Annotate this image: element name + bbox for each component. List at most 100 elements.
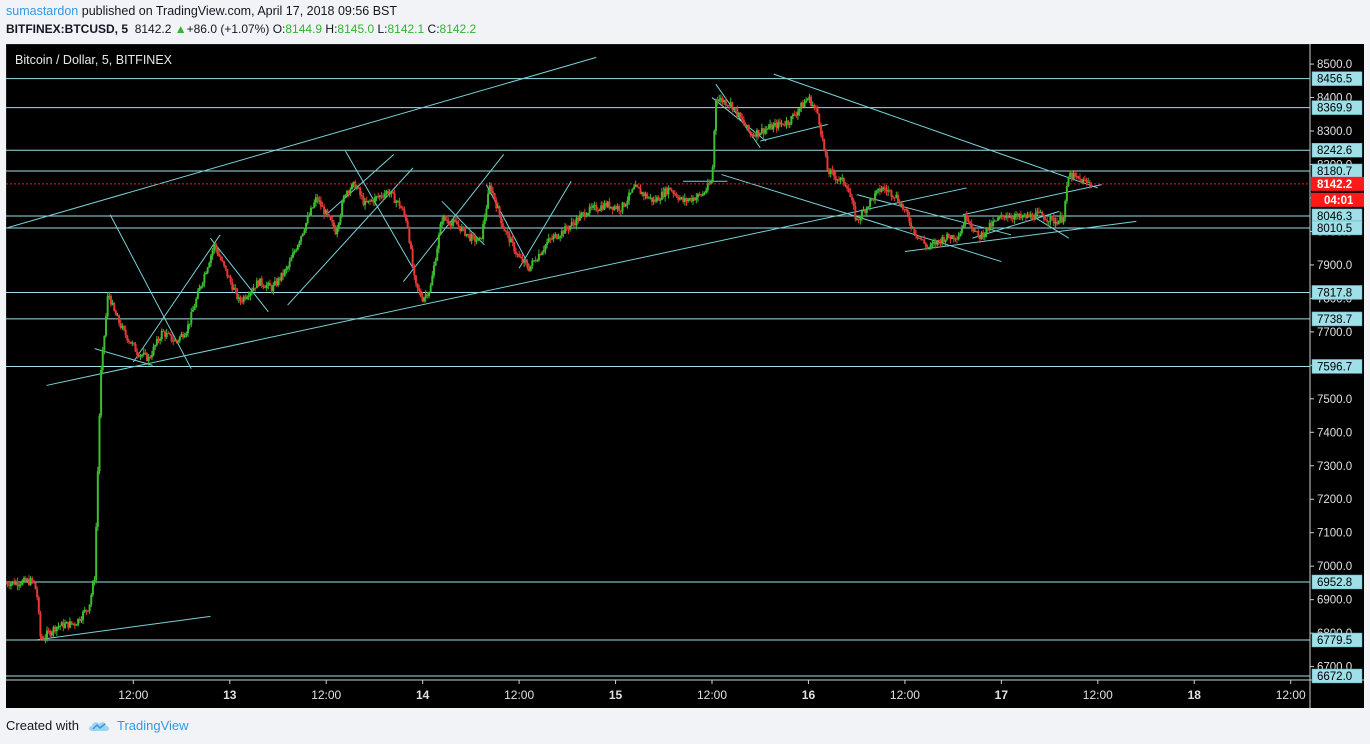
level-label: 8369.9 [1317,103,1352,115]
candle [234,287,237,290]
x-tick-label: 14 [416,688,430,702]
trend-line [345,150,414,269]
candle [362,196,365,206]
candle [85,609,88,611]
candle [1085,180,1088,183]
candle [767,128,770,130]
candle [378,195,381,197]
tradingview-link[interactable]: TradingView [116,718,189,733]
candle [992,221,995,227]
candle [975,230,978,232]
candle [272,284,275,292]
candle [591,205,594,208]
candle [428,292,431,297]
level-label-bg [1311,574,1363,590]
candle [795,115,798,117]
level-label-bg [1311,100,1363,115]
candle [273,281,276,285]
candle [713,130,716,168]
candle [467,233,470,235]
candle [101,349,104,370]
candle [442,216,445,222]
candle [280,272,283,281]
level-label: 8010.5 [1317,223,1352,235]
candle [8,584,11,587]
candle [898,201,901,206]
candle [505,231,508,233]
candle [201,282,204,287]
candle [723,100,726,103]
candle [1087,181,1090,183]
candle [562,230,565,234]
candle [944,239,947,243]
level-label: 8180.7 [1317,166,1352,178]
candle [596,210,599,212]
candle [223,261,226,266]
candle [606,201,609,207]
candle [892,196,895,198]
candle [411,248,414,267]
candle [982,232,985,238]
candle [418,288,421,291]
candle [187,324,190,333]
candle [401,208,404,210]
candle [167,333,170,335]
candle [136,351,139,355]
candle [826,155,829,171]
candle [878,188,881,192]
level-label-bg [1311,311,1363,327]
author-link[interactable]: sumastardon [6,4,79,18]
candle [508,233,511,243]
candle [282,272,285,276]
candle [488,185,491,194]
candle [103,335,106,350]
chart-title: Bitcoin / Dollar, 5, BITFINEX [15,53,173,67]
candle [714,99,717,131]
candle [534,260,537,262]
candle [1010,216,1013,219]
candle [567,228,570,230]
candle [1044,219,1047,221]
candle [367,200,370,203]
candle [249,292,252,297]
candle [923,239,926,244]
level-label: 6779.5 [1317,635,1352,647]
candles-group [6,93,1093,644]
candle [41,636,44,640]
tradingview-cloud-icon[interactable] [87,719,111,733]
candle [821,134,824,139]
candle [588,206,591,214]
x-tick-label: 17 [995,688,1009,702]
candle [291,252,294,258]
candle [1018,214,1021,218]
candle [154,345,157,347]
candle [73,623,76,626]
candle [252,287,255,291]
candle [646,193,649,198]
candle [811,105,814,107]
candle [149,356,152,358]
candle [514,251,517,254]
candle [127,340,130,342]
candle [670,189,673,192]
chart-area[interactable]: Bitcoin / Dollar, 5, BITFINEX6700.06800.… [6,44,1364,708]
candle [928,247,931,249]
candle [300,236,303,242]
candle [216,248,219,255]
candle [726,105,729,107]
current-price-tag [1311,176,1364,191]
candle [639,188,642,195]
candle [152,346,155,356]
candle [901,204,904,210]
candle [332,222,335,229]
candle [846,186,849,189]
candle [1056,221,1059,225]
candle [98,415,101,472]
candle [905,209,908,211]
candle [860,211,863,219]
countdown-tag [1311,192,1364,207]
price-chart[interactable]: Bitcoin / Dollar, 5, BITFINEX6700.06800.… [6,44,1364,708]
candle [969,222,972,224]
candle [829,169,832,174]
candle [237,297,240,299]
